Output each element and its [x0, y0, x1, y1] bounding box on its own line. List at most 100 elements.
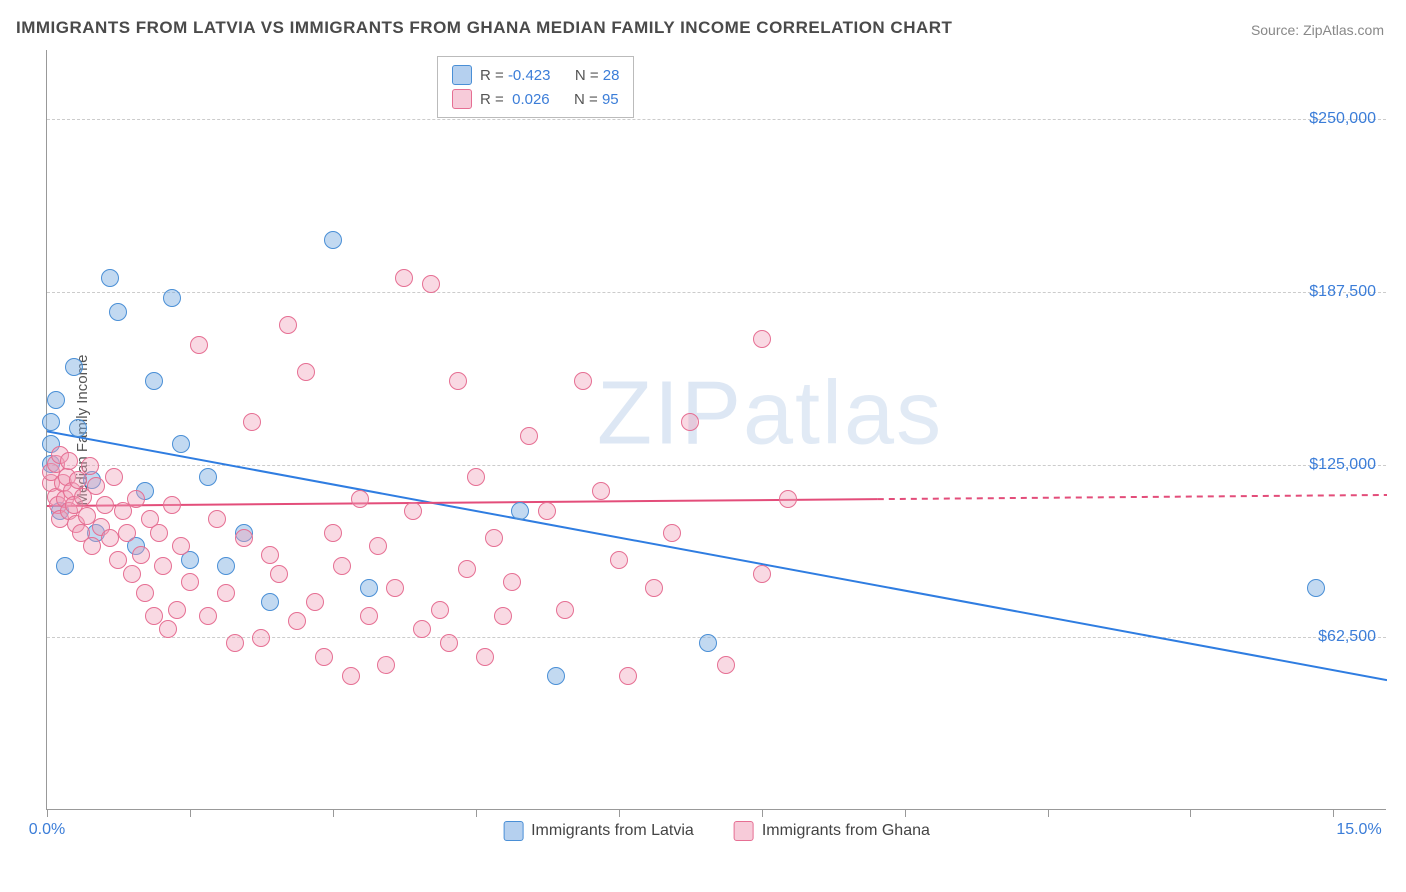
data-point-ghana	[404, 502, 422, 520]
data-point-latvia	[101, 269, 119, 287]
trendline-dashed-ghana	[878, 495, 1387, 499]
series-legend: Immigrants from Latvia Immigrants from G…	[503, 821, 930, 841]
data-point-ghana	[217, 584, 235, 602]
data-point-ghana	[645, 579, 663, 597]
y-tick-label: $62,500	[1318, 628, 1376, 646]
swatch-blue-icon	[503, 821, 523, 841]
data-point-ghana	[226, 634, 244, 652]
stats-legend: R = -0.423 N = 28 R = 0.026 N = 95	[437, 56, 634, 118]
data-point-ghana	[279, 316, 297, 334]
data-point-ghana	[333, 557, 351, 575]
data-point-ghana	[243, 413, 261, 431]
y-tick-label: $125,000	[1309, 456, 1376, 474]
x-tick	[762, 809, 763, 817]
data-point-latvia	[360, 579, 378, 597]
data-point-ghana	[377, 656, 395, 674]
data-point-latvia	[547, 667, 565, 685]
data-point-ghana	[351, 490, 369, 508]
data-point-ghana	[494, 607, 512, 625]
source-attribution: Source: ZipAtlas.com	[1251, 22, 1384, 38]
chart-title: IMMIGRANTS FROM LATVIA VS IMMIGRANTS FRO…	[16, 18, 952, 38]
gridline	[47, 119, 1386, 120]
data-point-ghana	[81, 457, 99, 475]
data-point-latvia	[109, 303, 127, 321]
data-point-ghana	[663, 524, 681, 542]
data-point-ghana	[168, 601, 186, 619]
data-point-latvia	[1307, 579, 1325, 597]
data-point-ghana	[199, 607, 217, 625]
data-point-ghana	[208, 510, 226, 528]
data-point-ghana	[261, 546, 279, 564]
data-point-ghana	[172, 537, 190, 555]
data-point-ghana	[753, 330, 771, 348]
data-point-ghana	[297, 363, 315, 381]
data-point-latvia	[199, 468, 217, 486]
data-point-latvia	[69, 419, 87, 437]
data-point-ghana	[87, 477, 105, 495]
x-tick	[619, 809, 620, 817]
data-point-ghana	[315, 648, 333, 666]
data-point-ghana	[360, 607, 378, 625]
data-point-ghana	[159, 620, 177, 638]
data-point-ghana	[154, 557, 172, 575]
data-point-latvia	[47, 391, 65, 409]
stat-n-label: N = 28	[575, 67, 620, 84]
data-point-ghana	[235, 529, 253, 547]
data-point-ghana	[476, 648, 494, 666]
x-tick	[476, 809, 477, 817]
data-point-ghana	[592, 482, 610, 500]
data-point-ghana	[467, 468, 485, 486]
data-point-ghana	[252, 629, 270, 647]
data-point-ghana	[440, 634, 458, 652]
data-point-ghana	[190, 336, 208, 354]
data-point-ghana	[136, 584, 154, 602]
data-point-latvia	[163, 289, 181, 307]
data-point-ghana	[538, 502, 556, 520]
data-point-ghana	[753, 565, 771, 583]
x-tick	[333, 809, 334, 817]
data-point-ghana	[105, 468, 123, 486]
stat-r-label: R = 0.026	[480, 91, 550, 108]
x-tick	[190, 809, 191, 817]
data-point-ghana	[123, 565, 141, 583]
x-tick	[47, 809, 48, 817]
data-point-ghana	[413, 620, 431, 638]
stat-r-label: R = -0.423	[480, 67, 550, 84]
data-point-ghana	[556, 601, 574, 619]
x-tick	[1048, 809, 1049, 817]
data-point-ghana	[96, 496, 114, 514]
data-point-ghana	[132, 546, 150, 564]
data-point-latvia	[324, 231, 342, 249]
data-point-ghana	[386, 579, 404, 597]
data-point-latvia	[217, 557, 235, 575]
data-point-ghana	[127, 490, 145, 508]
data-point-ghana	[369, 537, 387, 555]
data-point-latvia	[145, 372, 163, 390]
gridline	[47, 292, 1386, 293]
legend-label: Immigrants from Ghana	[762, 822, 930, 840]
gridline	[47, 465, 1386, 466]
data-point-ghana	[342, 667, 360, 685]
stats-row-latvia: R = -0.423 N = 28	[452, 63, 619, 87]
data-point-ghana	[681, 413, 699, 431]
data-point-latvia	[65, 358, 83, 376]
x-tick	[1333, 809, 1334, 817]
data-point-ghana	[422, 275, 440, 293]
data-point-ghana	[163, 496, 181, 514]
data-point-ghana	[288, 612, 306, 630]
data-point-latvia	[172, 435, 190, 453]
swatch-blue-icon	[452, 65, 472, 85]
data-point-ghana	[574, 372, 592, 390]
x-tick-label: 15.0%	[1336, 821, 1381, 839]
legend-item-ghana: Immigrants from Ghana	[734, 821, 930, 841]
data-point-ghana	[503, 573, 521, 591]
data-point-ghana	[60, 452, 78, 470]
data-point-ghana	[619, 667, 637, 685]
data-point-ghana	[485, 529, 503, 547]
data-point-ghana	[449, 372, 467, 390]
data-point-ghana	[83, 537, 101, 555]
data-point-latvia	[261, 593, 279, 611]
data-point-ghana	[101, 529, 119, 547]
x-tick	[905, 809, 906, 817]
swatch-pink-icon	[452, 89, 472, 109]
